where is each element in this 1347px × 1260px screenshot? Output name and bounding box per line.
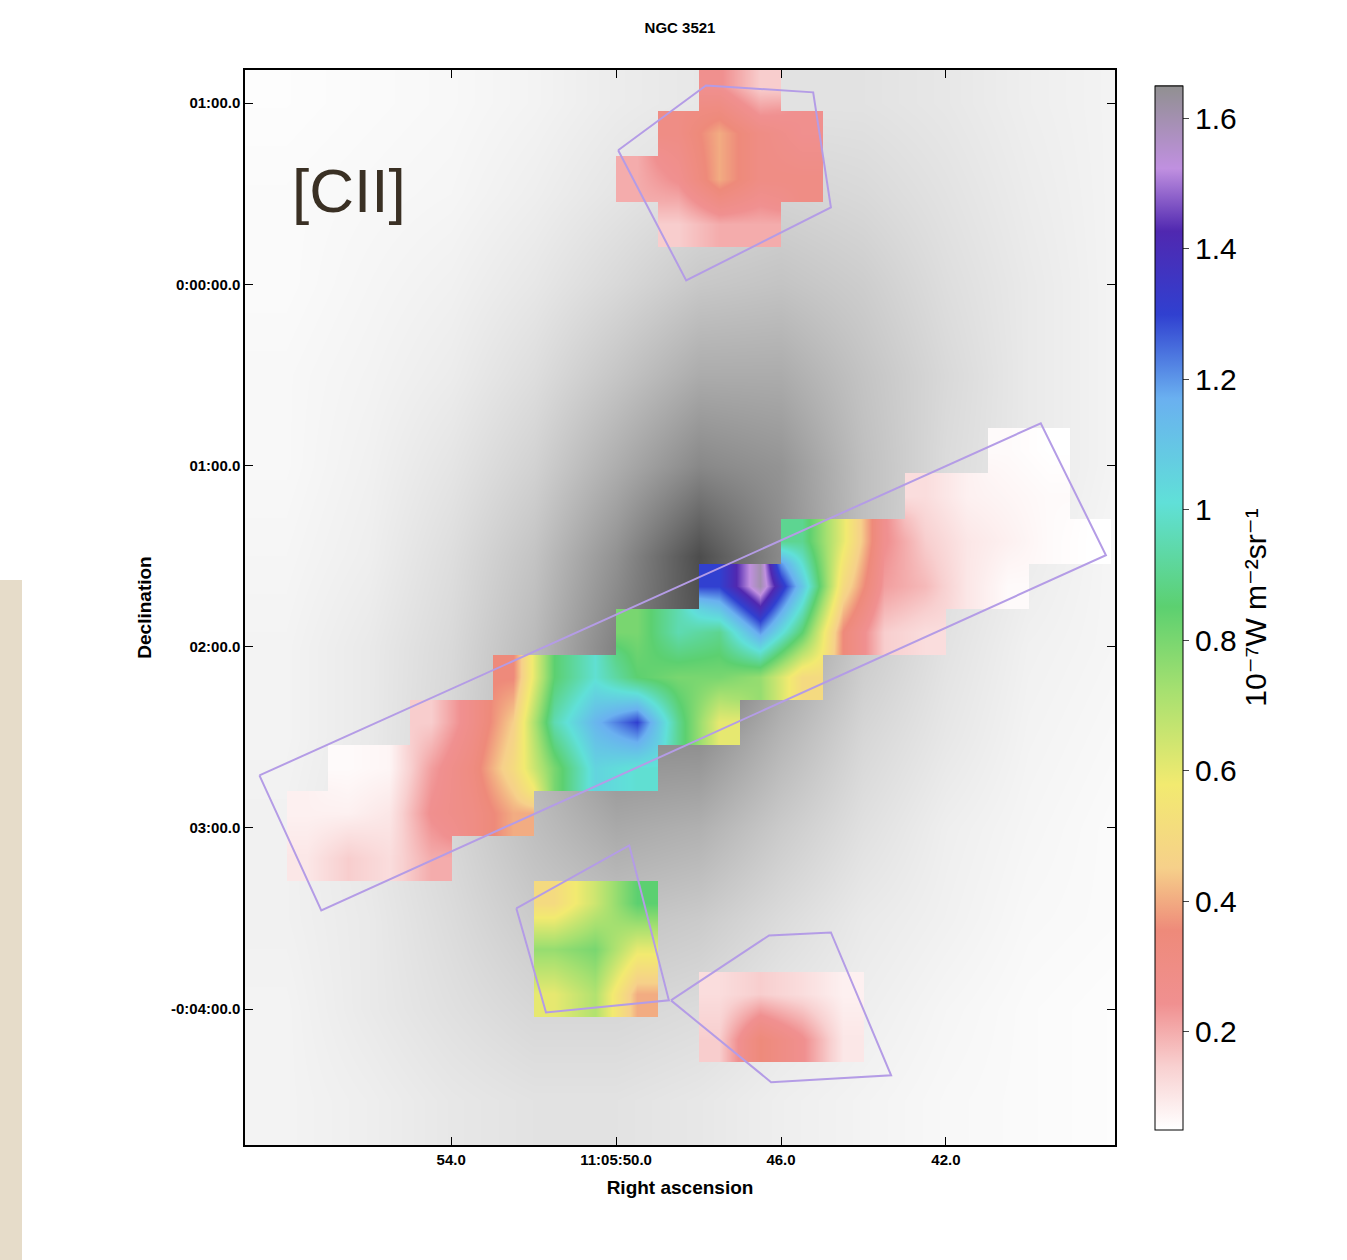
svg-text:1.2: 1.2: [1195, 363, 1237, 396]
svg-text:01:00.0: 01:00.0: [189, 94, 240, 111]
svg-text:1.6: 1.6: [1195, 102, 1237, 135]
svg-text:46.0: 46.0: [766, 1151, 795, 1168]
svg-text:01:00.0: 01:00.0: [189, 457, 240, 474]
svg-text:54.0: 54.0: [437, 1151, 466, 1168]
svg-text:0.6: 0.6: [1195, 754, 1237, 787]
svg-text:NGC 3521: NGC 3521: [645, 19, 716, 36]
svg-text:Declination: Declination: [134, 556, 155, 658]
svg-text:11:05:50.0: 11:05:50.0: [580, 1151, 652, 1168]
svg-text:0.2: 0.2: [1195, 1015, 1237, 1048]
svg-text:[CII]: [CII]: [292, 156, 406, 225]
svg-text:0.8: 0.8: [1195, 624, 1237, 657]
svg-text:1: 1: [1195, 493, 1212, 526]
svg-text:0.4: 0.4: [1195, 885, 1237, 918]
svg-text:Right ascension: Right ascension: [607, 1177, 754, 1198]
svg-text:10⁻⁷W m⁻²sr⁻¹: 10⁻⁷W m⁻²sr⁻¹: [1239, 508, 1272, 706]
svg-text:02:00.0: 02:00.0: [189, 638, 240, 655]
svg-text:03:00.0: 03:00.0: [189, 819, 240, 836]
svg-text:42.0: 42.0: [931, 1151, 960, 1168]
svg-text:1.4: 1.4: [1195, 232, 1237, 265]
svg-text:-0:04:00.0: -0:04:00.0: [171, 1000, 240, 1017]
svg-text:0:00:00.0: 0:00:00.0: [176, 276, 240, 293]
